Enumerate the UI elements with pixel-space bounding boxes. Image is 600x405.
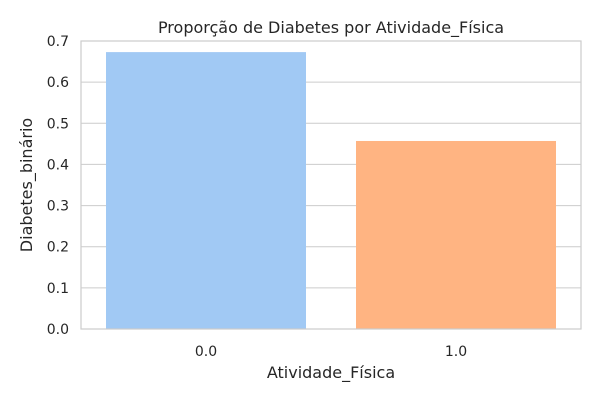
- y-tick-label: 0.6: [47, 75, 69, 91]
- plot-frame: [80, 40, 582, 330]
- bar: [356, 140, 556, 329]
- chart-title: Proporção de Diabetes por Atividade_Físi…: [158, 18, 504, 38]
- y-axis-label: Diabetes_binário: [17, 118, 37, 252]
- bar: [106, 52, 306, 329]
- x-tick-label: 1.0: [445, 344, 467, 360]
- y-tick-label: 0.5: [47, 116, 69, 132]
- x-axis-label: Atividade_Física: [267, 363, 395, 383]
- y-tick-label: 0.3: [47, 199, 69, 215]
- y-tick-label: 0.2: [47, 240, 69, 256]
- y-tick-label: 0.1: [47, 281, 69, 297]
- x-tick-label: 0.0: [195, 344, 217, 360]
- y-tick-label: 0.7: [47, 34, 69, 50]
- x-tick-labels: 0.0 1.0: [195, 344, 467, 360]
- bars: [106, 52, 556, 329]
- y-tick-label: 0.4: [47, 157, 69, 173]
- y-tick-labels: 0.0 0.1 0.2 0.3 0.4 0.5 0.6 0.7: [47, 34, 69, 338]
- y-tick-label: 0.0: [47, 322, 69, 338]
